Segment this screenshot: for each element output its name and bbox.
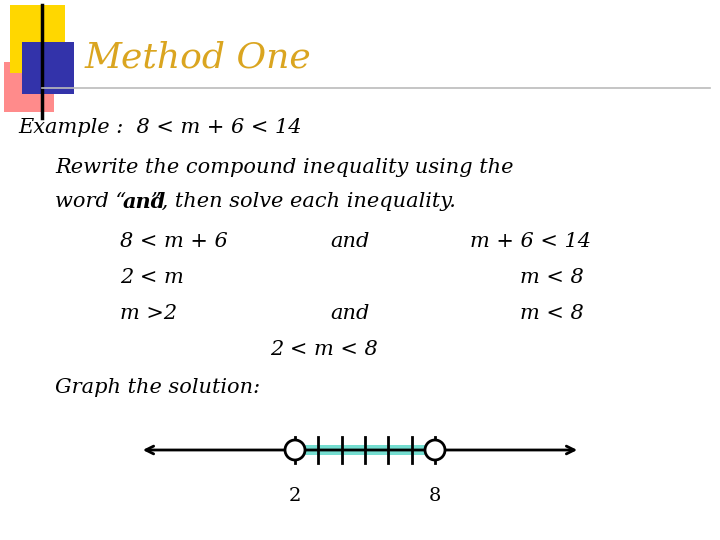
Text: 2 < m: 2 < m — [120, 268, 184, 287]
Text: Graph the solution:: Graph the solution: — [55, 378, 260, 397]
Text: word “: word “ — [55, 192, 126, 211]
Text: 2 < m < 8: 2 < m < 8 — [270, 340, 378, 359]
Text: 8 < m + 6: 8 < m + 6 — [120, 232, 228, 251]
Text: Method One: Method One — [85, 41, 312, 75]
Bar — [10, 5, 65, 73]
Text: and: and — [330, 304, 369, 323]
Circle shape — [425, 440, 445, 460]
Text: Rewrite the compound inequality using the: Rewrite the compound inequality using th… — [55, 158, 513, 177]
Text: ”, then solve each inequality.: ”, then solve each inequality. — [151, 192, 456, 211]
Text: and: and — [330, 232, 369, 251]
Bar — [295, 445, 435, 455]
Text: m >2: m >2 — [120, 304, 177, 323]
Text: m < 8: m < 8 — [520, 268, 584, 287]
Text: m < 8: m < 8 — [520, 304, 584, 323]
Circle shape — [285, 440, 305, 460]
Bar — [4, 62, 54, 112]
Text: 2: 2 — [289, 487, 301, 505]
Text: Example :  8 < m + 6 < 14: Example : 8 < m + 6 < 14 — [18, 118, 302, 137]
Text: and: and — [123, 192, 166, 212]
Bar — [22, 42, 74, 94]
Text: 8: 8 — [429, 487, 441, 505]
Text: m + 6 < 14: m + 6 < 14 — [470, 232, 591, 251]
